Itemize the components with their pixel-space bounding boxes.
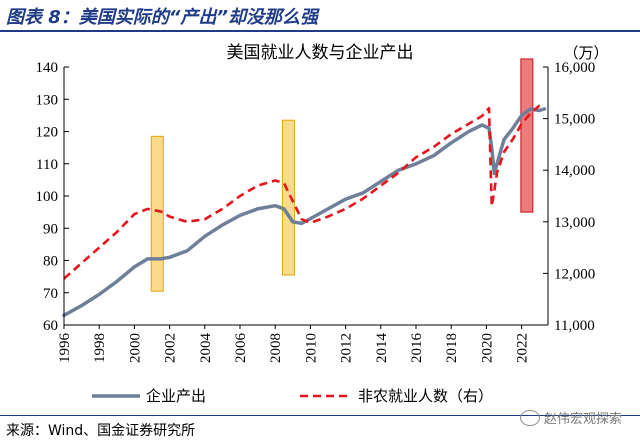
highlight-bands bbox=[150, 58, 534, 292]
right-tick-label: 13,000 bbox=[554, 215, 595, 231]
chart-title: 美国就业人数与企业产出 bbox=[227, 43, 414, 63]
right-tick-label: 14,000 bbox=[554, 163, 595, 179]
legend: 企业产出 非农就业人数（右） bbox=[92, 387, 493, 405]
right-axis-unit: （万） bbox=[563, 45, 608, 62]
right-tick-label: 12,000 bbox=[554, 266, 595, 282]
figure-title: 图表 8：美国实际的“产出”却没那么强 bbox=[6, 7, 318, 28]
x-tick-label: 2000 bbox=[127, 333, 143, 363]
legend-label-output: 企业产出 bbox=[146, 387, 206, 405]
series-payrolls-line bbox=[63, 103, 545, 280]
x-tick-label: 2002 bbox=[163, 333, 179, 363]
x-tick-label: 2018 bbox=[444, 333, 460, 363]
x-tick-label: 2020 bbox=[479, 333, 495, 363]
x-tick-label: 1996 bbox=[57, 333, 73, 364]
left-tick-label: 70 bbox=[43, 286, 58, 302]
x-tick-label: 2004 bbox=[198, 333, 214, 364]
wechat-icon bbox=[519, 409, 540, 426]
source-note: 来源：Wind、国金证券研究所 bbox=[6, 423, 196, 439]
x-tick-label: 2014 bbox=[374, 333, 390, 364]
left-tick-label: 90 bbox=[43, 221, 58, 237]
x-tick-label: 2012 bbox=[339, 333, 355, 363]
highlight-band-2 bbox=[281, 119, 295, 276]
axes: 60 70 80 90 100 110 120 130 140 11,000 12,000 13,00… bbox=[36, 60, 596, 363]
x-tick-label: 2006 bbox=[233, 333, 249, 364]
right-tick-label: 16,000 bbox=[554, 60, 595, 76]
left-tick-label: 140 bbox=[36, 60, 59, 76]
highlight-band-1 bbox=[150, 135, 164, 292]
left-tick-label: 80 bbox=[43, 254, 58, 270]
left-tick-label: 120 bbox=[36, 125, 59, 141]
left-tick-label: 100 bbox=[36, 189, 59, 205]
left-tick-label: 110 bbox=[36, 157, 58, 173]
x-tick-label: 2016 bbox=[409, 333, 425, 364]
source-rule bbox=[0, 415, 640, 416]
series-lines bbox=[62, 103, 547, 318]
right-tick-label: 15,000 bbox=[554, 112, 595, 128]
title-rule bbox=[0, 30, 640, 32]
series-output-line bbox=[62, 107, 547, 318]
legend-label-payrolls: 非农就业人数（右） bbox=[358, 387, 493, 405]
watermark: 赵伟宏观探索 bbox=[519, 408, 622, 427]
right-tick-label: 11,000 bbox=[554, 318, 595, 334]
watermark-text: 赵伟宏观探索 bbox=[543, 412, 622, 427]
x-tick-label: 2008 bbox=[268, 333, 284, 363]
x-tick-label: 2022 bbox=[515, 333, 531, 363]
chart: 60 70 80 90 100 110 120 130 140 11,000 12,000 13,00… bbox=[36, 43, 609, 405]
x-tick-label: 1998 bbox=[92, 333, 108, 363]
x-tick-label: 2010 bbox=[303, 333, 319, 363]
highlight-band-3 bbox=[520, 58, 534, 213]
left-tick-label: 60 bbox=[43, 318, 58, 334]
left-tick-label: 130 bbox=[36, 92, 59, 108]
